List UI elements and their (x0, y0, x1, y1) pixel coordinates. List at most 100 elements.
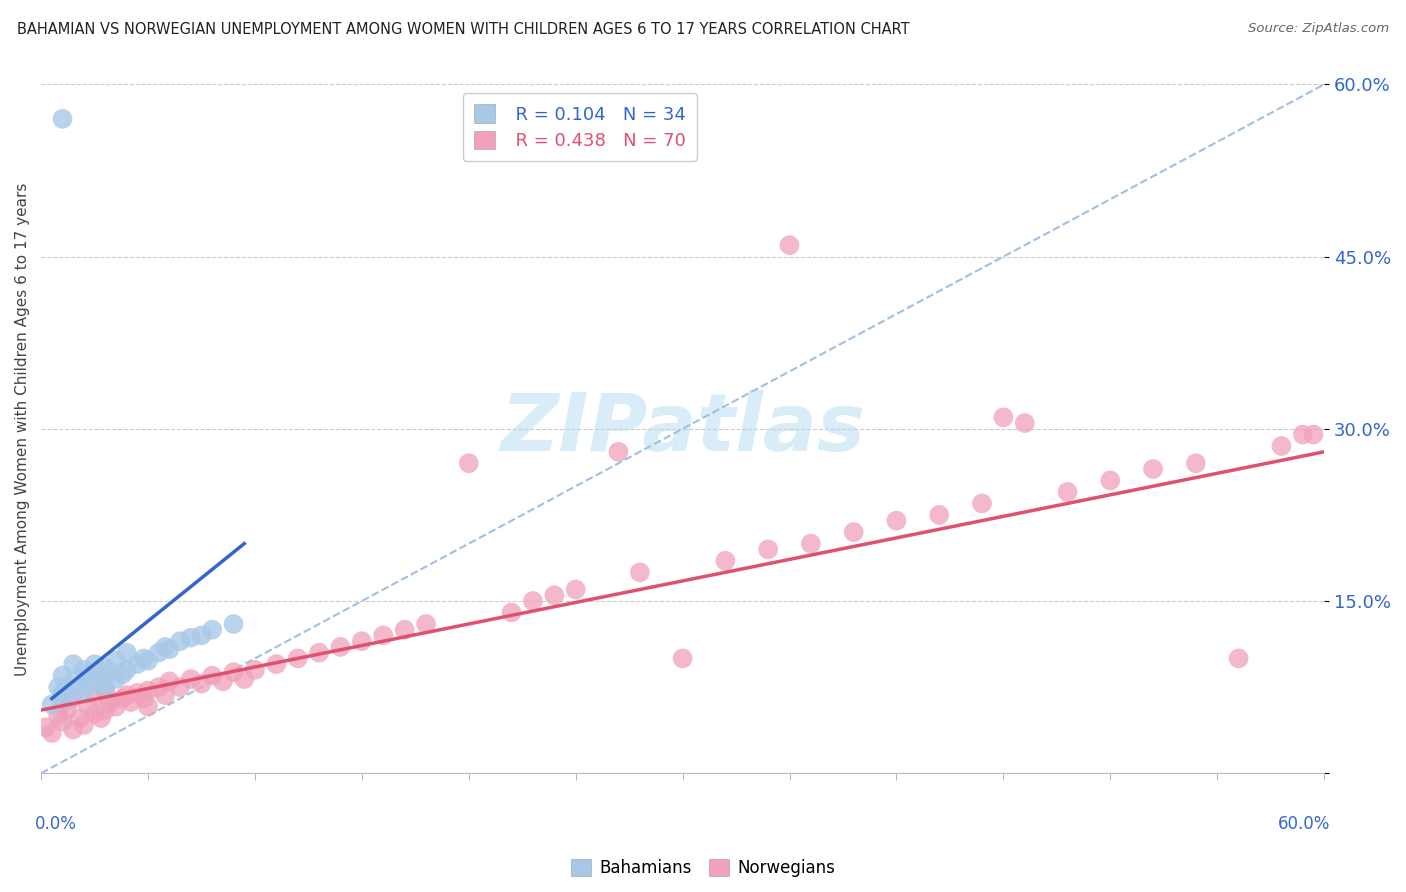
Point (51, 698, 73, 712)
Point (73, 718, 96, 732)
Point (1302, 427, 1324, 442)
Point (543, 588, 565, 602)
Point (501, 606, 523, 620)
Point (1056, 485, 1078, 500)
Point (111, 667, 134, 681)
Point (136, 654, 159, 668)
Point (62, 723, 84, 737)
Point (169, 634, 191, 648)
Legend:   R = 0.104   N = 34,   R = 0.438   N = 70: R = 0.104 N = 34, R = 0.438 N = 70 (463, 94, 697, 161)
Point (180, 631, 202, 645)
Point (73, 686, 96, 700)
Point (394, 623, 416, 637)
Point (153, 640, 176, 654)
Point (222, 617, 245, 632)
Point (1185, 456, 1208, 470)
Point (69, 680, 91, 694)
Point (153, 688, 176, 702)
Point (83, 688, 105, 702)
Point (46, 708, 69, 723)
Point (62, 691, 84, 706)
Point (233, 672, 256, 686)
Point (1099, 474, 1122, 488)
Point (756, 542, 779, 557)
Point (1227, 651, 1250, 665)
Point (522, 594, 544, 608)
Point (104, 654, 127, 668)
Point (62, 674, 84, 689)
Point (148, 680, 170, 694)
Point (157, 674, 180, 689)
Point (55, 691, 77, 706)
Text: ZIPatlas: ZIPatlas (501, 390, 865, 467)
Point (132, 691, 155, 706)
Point (886, 514, 908, 528)
Point (1292, 427, 1315, 442)
Point (94, 660, 117, 674)
Point (970, 496, 993, 510)
Point (41, 698, 63, 712)
Point (415, 617, 437, 632)
Point (714, 554, 737, 568)
Point (800, 536, 823, 550)
Point (190, 676, 212, 690)
Point (243, 663, 266, 677)
Point (136, 699, 159, 714)
Point (993, 410, 1015, 425)
Point (51, 112, 73, 126)
Point (564, 582, 586, 597)
Point (287, 651, 309, 665)
Point (308, 646, 330, 660)
Point (842, 525, 865, 540)
Point (136, 683, 159, 698)
Point (73, 663, 96, 677)
Point (69, 711, 91, 725)
Point (55, 703, 77, 717)
Point (350, 634, 373, 648)
Point (628, 566, 651, 580)
Point (457, 456, 479, 470)
Point (148, 646, 170, 660)
Point (83, 657, 105, 672)
Point (46, 680, 69, 694)
Text: 60.0%: 60.0% (1278, 814, 1330, 832)
Point (201, 623, 224, 637)
Text: Source: ZipAtlas.com: Source: ZipAtlas.com (1249, 22, 1389, 36)
Point (51, 714, 73, 729)
Point (94, 680, 117, 694)
Point (266, 657, 288, 672)
Point (94, 683, 117, 698)
Text: 0.0%: 0.0% (35, 814, 76, 832)
Point (77, 699, 100, 714)
Point (180, 672, 202, 686)
Point (104, 672, 127, 686)
Point (1270, 439, 1292, 453)
Point (607, 444, 630, 458)
Point (1142, 462, 1164, 476)
Point (51, 668, 73, 682)
Point (779, 238, 801, 252)
Point (98, 695, 121, 709)
Point (120, 695, 142, 709)
Point (115, 663, 138, 677)
Point (90, 711, 112, 725)
Point (928, 508, 950, 522)
Point (132, 651, 155, 665)
Point (83, 706, 105, 721)
Y-axis label: Unemployment Among Women with Children Ages 6 to 17 years: Unemployment Among Women with Children A… (15, 182, 30, 675)
Point (329, 640, 352, 654)
Point (190, 628, 212, 642)
Point (373, 628, 395, 642)
Point (90, 672, 112, 686)
Point (111, 691, 134, 706)
Point (222, 665, 245, 680)
Point (94, 703, 117, 717)
Point (34, 720, 56, 734)
Point (77, 668, 100, 682)
Point (127, 657, 149, 672)
Point (169, 680, 191, 694)
Point (1014, 416, 1036, 430)
Point (83, 676, 105, 690)
Point (127, 686, 149, 700)
Point (672, 651, 695, 665)
